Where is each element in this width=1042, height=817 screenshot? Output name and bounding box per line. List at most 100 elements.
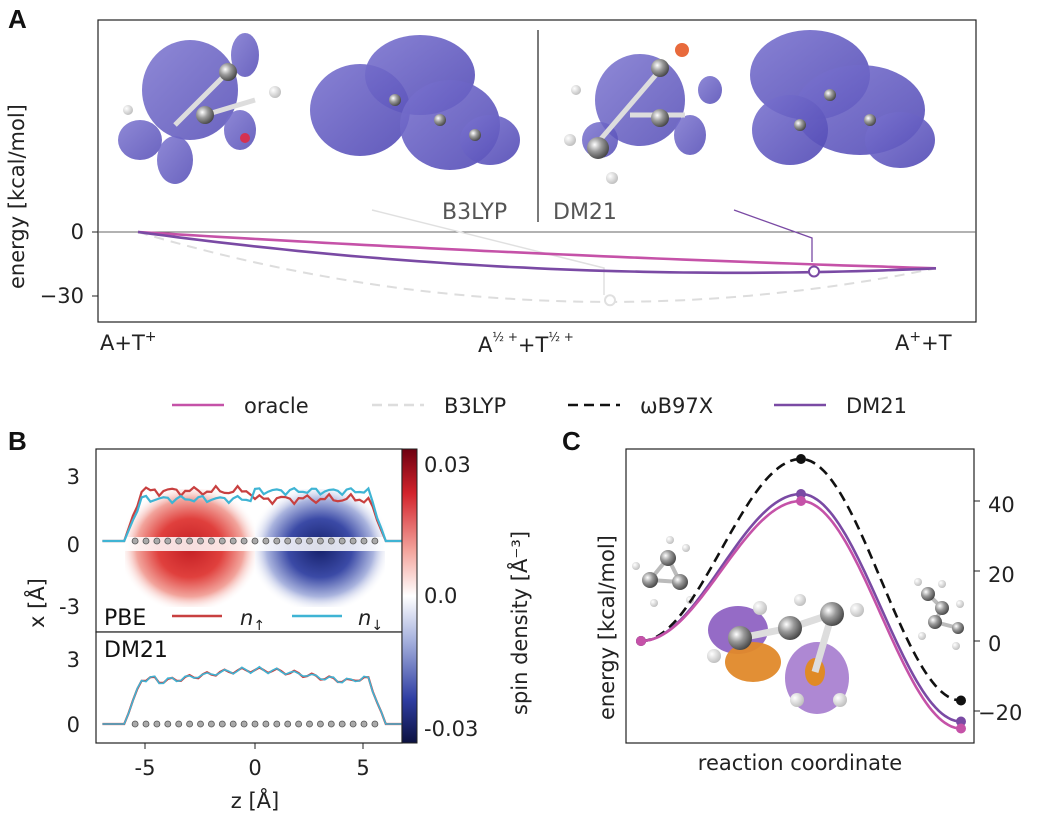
panel-b-pbe-atom xyxy=(273,537,281,545)
panel-b-pbe-atom xyxy=(360,537,368,545)
panel-c-transition-molecule-icon xyxy=(707,594,864,714)
panel-b-pbe-atom xyxy=(229,537,237,545)
panel-b-xtick-0: 0 xyxy=(248,756,261,780)
panel-b-ndn-legend: n↓ xyxy=(358,606,383,634)
molecule-dm21-small-icon xyxy=(564,43,722,184)
panel-c-point-1 xyxy=(796,454,806,464)
panel-a-series-oracle xyxy=(137,230,937,270)
panel-b-ytick-bottom-3: 3 xyxy=(67,648,80,672)
panel-c-ytick-0: 0 xyxy=(988,632,1001,656)
panel-b-pbe-atom xyxy=(131,537,139,545)
panel-c-ytick-neg20: −20 xyxy=(978,701,1022,725)
panel-b-pbe-atom xyxy=(197,537,204,545)
panel-a-series-dm21 xyxy=(137,230,937,275)
panel-b-pbe-atom xyxy=(240,537,248,545)
panel-c-letter: C xyxy=(562,426,581,456)
panel-b-cbar-tick-mid: 0.0 xyxy=(424,584,457,608)
panel-b-ytick-top-neg3: -3 xyxy=(59,595,80,619)
panel-b-pbe-atom xyxy=(327,537,335,545)
molecule-dm21-density-icon xyxy=(750,30,935,168)
panel-a-ytick-neg30: −30 xyxy=(40,284,84,308)
panel-b-pbe-atom xyxy=(164,537,172,545)
panel-b-dm21-label: DM21 xyxy=(104,638,168,663)
molecule-b3lyp-density-icon xyxy=(310,35,520,170)
panel-b-ylabel: x [Å] xyxy=(23,578,49,628)
panel-b-dm21-atom xyxy=(349,720,357,728)
panel-c-point-1 xyxy=(796,489,806,499)
panel-b-pbe-atom xyxy=(142,537,150,545)
panel-b-colorbar xyxy=(401,448,418,744)
panel-b-pbe-atom xyxy=(207,537,215,545)
panel-b-pbe-label: PBE xyxy=(104,606,146,631)
panel-a-plot-area xyxy=(137,230,937,307)
panel-c-frame xyxy=(625,448,975,744)
panel-b-pbe-atom xyxy=(175,537,183,545)
panel-b-pbe-atom xyxy=(338,537,346,545)
panel-c-reactant-molecule-icon xyxy=(632,536,694,607)
panel-b-dm21-atom xyxy=(262,720,270,728)
panel-b-dm21-atom xyxy=(131,720,139,728)
panel-a-annotation-dm21: DM21 xyxy=(553,200,617,225)
panel-b-xtick-neg5: -5 xyxy=(135,756,156,780)
legend: oracle B3LYP ωB97X DM21 xyxy=(172,394,907,418)
legend-label-dm21: DM21 xyxy=(846,394,907,418)
legend-label-oracle: oracle xyxy=(244,394,309,418)
legend-label-wb97x: ωB97X xyxy=(640,394,713,418)
panel-c-point-2 xyxy=(956,716,966,727)
panel-b-pbe-atom xyxy=(218,537,226,545)
panel-b-pbe-atom xyxy=(306,537,313,545)
panel-a-xtick-mid: A½ ++T½ + xyxy=(478,330,574,357)
panel-c-point-2 xyxy=(956,723,966,734)
panel-a-annotation-b3lyp: B3LYP xyxy=(442,200,507,225)
panel-c-point-1 xyxy=(796,496,806,506)
panel-b-pbe-atom xyxy=(153,537,161,545)
panel-b-nup-legend: n↑ xyxy=(240,606,265,634)
panel-b-cbar-tick-top: 0.03 xyxy=(424,453,471,477)
panel-b-cbar-tick-bottom: -0.03 xyxy=(424,717,478,741)
panel-a-ylabel: energy [kcal/mol] xyxy=(5,104,29,289)
panel-b-dm21-atom xyxy=(229,720,237,728)
panel-b-cbar-label: spin density [Å⁻³] xyxy=(506,531,532,715)
panel-b-pbe-atom xyxy=(186,537,194,545)
panel-b-pbe-atom xyxy=(349,537,357,545)
molecule-b3lyp-small-icon xyxy=(118,33,281,184)
panel-b-pbe-ndn-curve xyxy=(102,486,408,543)
panel-b-dm21-atom xyxy=(218,720,226,728)
panel-c-point-0 xyxy=(636,636,646,646)
panel-b-pbe-atom xyxy=(284,537,292,545)
panel-a-b3lyp-leader xyxy=(371,209,605,295)
panel-b-dm21-atom xyxy=(284,720,292,728)
panel-b-dm21-atom xyxy=(153,720,161,728)
panel-b-pbe-atom xyxy=(262,537,270,545)
panel-b-dm21-atom xyxy=(207,720,215,728)
panel-a-marker-b3lyp xyxy=(604,294,616,307)
panel-b-dm21-atom xyxy=(295,720,303,728)
panel-b-pbe-nup-curve xyxy=(102,484,408,543)
panel-a-xtick-right: A++T xyxy=(895,329,952,355)
panel-b-pbe-atom xyxy=(316,537,324,545)
panel-b-ytick-bottom-0: 0 xyxy=(67,713,80,737)
panel-b-letter: B xyxy=(8,426,27,456)
panel-b-xlabel: z [Å] xyxy=(231,787,279,813)
panel-b-dm21-atom xyxy=(251,720,259,728)
panel-b-dm21-atom xyxy=(273,720,281,728)
panel-b-dm21-atom xyxy=(175,720,183,728)
panel-b-dm21-atom xyxy=(197,720,204,728)
legend-label-b3lyp: B3LYP xyxy=(444,394,506,418)
panel-b-pbe-atom xyxy=(295,537,303,545)
panel-c-ytick-40: 40 xyxy=(988,493,1015,517)
panel-b-dm21-atom xyxy=(240,720,248,728)
panel-c-ylabel: energy [kcal/mol] xyxy=(595,535,619,720)
panel-c-xlabel: reaction coordinate xyxy=(698,751,902,775)
panel-c-series-wb97x xyxy=(640,457,962,702)
panel-c-point-2 xyxy=(956,695,966,706)
panel-b-dm21-atom xyxy=(164,720,172,728)
panel-b-dm21-atom xyxy=(316,720,324,728)
panel-b-ytick-top-3: 3 xyxy=(67,465,80,489)
panel-b-dm21-atom xyxy=(338,720,346,728)
panel-c-product-molecule-icon xyxy=(914,578,964,650)
panel-a-letter: A xyxy=(8,4,27,34)
panel-a-xtick-left: A+T+ xyxy=(100,329,157,355)
panel-c-ytick-20: 20 xyxy=(988,563,1015,587)
